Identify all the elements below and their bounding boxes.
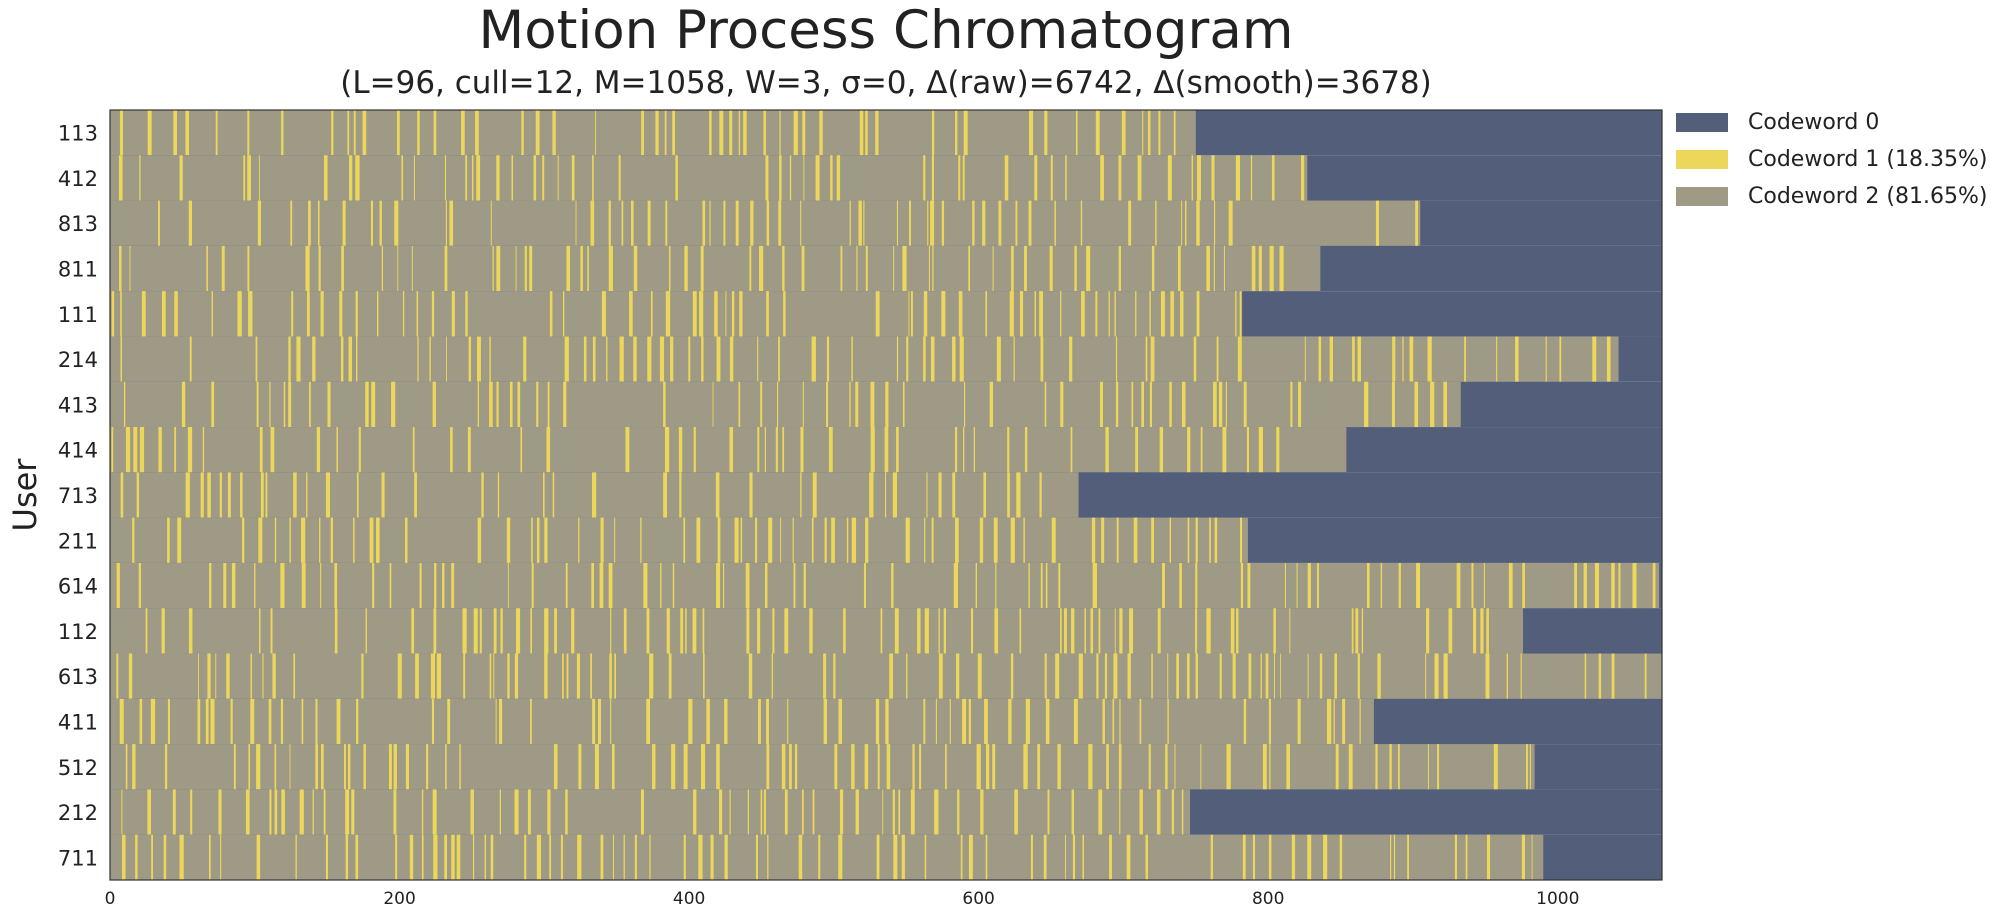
y-tick-label: 111 <box>58 303 98 327</box>
user-row-412 <box>110 155 1662 201</box>
legend-label: Codeword 1 (18.35%) <box>1748 147 1988 172</box>
legend-label: Codeword 2 (81.65%) <box>1748 184 1988 209</box>
codeword-1-stripes <box>123 381 1447 428</box>
user-row-111 <box>110 291 1662 337</box>
codeword-1-stripes <box>111 291 1242 337</box>
y-tick-label: 614 <box>58 575 98 599</box>
codeword-1-stripes <box>125 744 1531 790</box>
y-tick-label: 813 <box>58 212 98 236</box>
codeword-2-band <box>110 698 1374 745</box>
user-row-411 <box>110 698 1662 745</box>
user-row-414 <box>110 427 1662 473</box>
user-row-813 <box>110 200 1662 246</box>
y-tick-label: 512 <box>58 756 98 780</box>
chart-subtitle: (L=96, cull=12, M=1058, W=3, σ=0, Δ(raw)… <box>340 65 1432 101</box>
codeword-1-stripes <box>119 245 1284 292</box>
codeword-2-band <box>110 562 1660 609</box>
y-tick-label: 711 <box>58 846 98 870</box>
codeword-1-stripes <box>119 110 1176 156</box>
user-row-112 <box>110 608 1662 654</box>
y-tick-label: 413 <box>58 393 98 417</box>
legend-item: Codeword 0 <box>1676 104 1987 141</box>
x-tick-labels: 0 200 400 600 800 1000 <box>105 889 1580 909</box>
codeword-2-band <box>110 653 1662 699</box>
codeword-1-stripes <box>118 155 1305 201</box>
rows-layer <box>110 110 1662 880</box>
codeword-2-band <box>110 834 1544 880</box>
user-row-713 <box>110 472 1662 518</box>
y-tick-label: 212 <box>58 801 98 825</box>
codeword-2-band <box>110 789 1191 835</box>
legend-swatch <box>1676 113 1728 132</box>
codeword-1-stripes <box>111 427 1280 473</box>
y-tick-label: 811 <box>58 258 98 282</box>
codeword-2-band <box>110 245 1321 292</box>
codeword-1-stripes <box>119 698 1361 745</box>
y-tick-label: 112 <box>58 620 98 644</box>
codeword-2-band <box>110 291 1243 337</box>
user-row-811 <box>110 245 1662 292</box>
x-tick-label: 600 <box>962 889 994 909</box>
user-row-113 <box>110 110 1662 156</box>
user-row-613 <box>110 653 1662 699</box>
plot-frame <box>109 109 1663 881</box>
codeword-2-band <box>110 517 1248 563</box>
user-row-211 <box>110 517 1662 563</box>
legend-swatch <box>1676 150 1728 169</box>
y-tick-label: 613 <box>58 665 98 689</box>
y-tick-label: 414 <box>58 439 98 463</box>
y-tick-label: 211 <box>58 529 98 553</box>
chart-title: Motion Process Chromatogram <box>478 0 1294 61</box>
legend-item: Codeword 1 (18.35%) <box>1676 141 1987 178</box>
codeword-2-band <box>110 744 1535 790</box>
user-row-711 <box>110 834 1662 880</box>
user-row-413 <box>110 381 1662 428</box>
codeword-2-band <box>110 427 1347 473</box>
y-tick-label: 412 <box>58 167 98 191</box>
user-row-614 <box>110 562 1662 609</box>
y-tick-label: 713 <box>58 484 98 508</box>
codeword-1-stripes <box>145 608 1489 654</box>
user-row-512 <box>110 744 1662 790</box>
y-tick-label: 214 <box>58 348 98 372</box>
x-tick-label: 800 <box>1252 889 1284 909</box>
codeword-1-stripes <box>120 336 1611 382</box>
user-row-214 <box>110 336 1662 382</box>
x-tick-label: 400 <box>673 889 705 909</box>
x-tick-label: 0 <box>105 889 116 909</box>
y-tick-label: 113 <box>58 122 98 146</box>
x-tick-label: 1000 <box>1536 889 1579 909</box>
codeword-1-stripes <box>132 517 1243 563</box>
y-axis-label: User <box>6 458 44 532</box>
user-row-212 <box>110 789 1662 835</box>
y-tick-label: 411 <box>58 710 98 734</box>
codeword-2-band <box>110 155 1308 201</box>
codeword-2-band <box>110 381 1461 428</box>
legend-item: Codeword 2 (81.65%) <box>1676 178 1987 215</box>
y-tick-labels: 113 412 813 811 111 214 413 414 713 211 614 112 613 4… <box>58 122 98 871</box>
legend-swatch <box>1676 187 1728 206</box>
x-tick-label: 200 <box>383 889 415 909</box>
codeword-2-band <box>110 110 1196 156</box>
codeword-2-band <box>110 200 1421 246</box>
legend-label: Codeword 0 <box>1748 110 1880 135</box>
codeword-2-band <box>110 608 1524 654</box>
legend: Codeword 0 Codeword 1 (18.35%) Codeword 2 … <box>1676 104 1987 215</box>
codeword-2-band <box>110 336 1619 382</box>
